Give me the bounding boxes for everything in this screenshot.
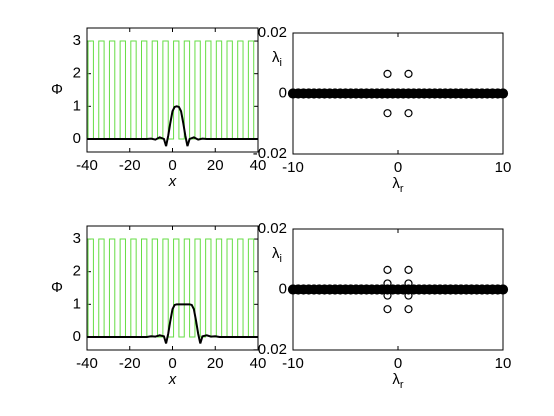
x-tick-label: -40 [76, 355, 98, 372]
open-point [383, 305, 392, 314]
open-point [383, 285, 392, 294]
x-tick-label: 40 [250, 157, 267, 174]
y-axis-label-sub: i [280, 57, 282, 69]
y-axis-label-text: λ [272, 49, 280, 66]
x-tick-label: -10 [282, 159, 304, 176]
line-series [87, 105, 258, 147]
y-tick-label: 0 [73, 328, 81, 345]
y-tick-label: -0.02 [253, 145, 287, 162]
x-axis-label-text: x [168, 371, 177, 388]
x-tick-label: 0 [394, 159, 402, 176]
x-axis-label: λr [392, 175, 404, 195]
line-series [87, 238, 258, 338]
line-series [87, 303, 258, 344]
y-axis-label: λi [272, 49, 282, 69]
open-point [383, 69, 392, 78]
x-tick-label: -40 [76, 157, 98, 174]
y-tick-label: 0 [73, 130, 81, 147]
open-point [404, 89, 413, 98]
y-tick-label: 1 [73, 295, 81, 312]
y-tick-label: 2 [73, 263, 81, 280]
open-point [383, 89, 392, 98]
y-tick-label: 0 [279, 280, 287, 297]
x-tick-label: 10 [495, 355, 512, 372]
subplot: -10 0 10 -0.02 0 0.02 [253, 220, 512, 372]
open-point [404, 109, 413, 118]
x-tick-label: -20 [119, 157, 141, 174]
open-point [404, 265, 413, 274]
open-point [404, 69, 413, 78]
x-axis-label-text: λ [392, 371, 400, 388]
x-tick-label: 20 [207, 355, 224, 372]
y-tick-label: 3 [73, 32, 81, 49]
x-axis-label: x [168, 371, 177, 388]
x-axis-label-sub: r [400, 183, 404, 195]
x-axis-label-sub: r [400, 379, 404, 391]
y-tick-label: -0.02 [253, 341, 287, 358]
y-axis-label-text: Φ [51, 81, 63, 98]
x-tick-label: 0 [168, 355, 176, 372]
x-tick-label: -10 [282, 355, 304, 372]
open-point [383, 109, 392, 118]
x-tick-label: 0 [394, 355, 402, 372]
filled-point [497, 284, 509, 295]
x-axis-label-text: x [168, 173, 177, 190]
x-tick-label: 10 [495, 159, 512, 176]
y-tick-label: 2 [73, 65, 81, 82]
open-point [404, 305, 413, 314]
x-tick-label: 0 [168, 157, 176, 174]
subplot: -40 -20 0 20 40 0 1 2 3 [73, 225, 267, 372]
filled-point [497, 88, 509, 99]
open-point [404, 291, 413, 300]
y-tick-label: 0 [279, 84, 287, 101]
x-axis-label: x [168, 173, 177, 190]
y-tick-label: 0.02 [258, 220, 287, 237]
x-axis-label-text: λ [392, 175, 400, 192]
open-point [383, 265, 392, 274]
y-tick-label: 3 [73, 230, 81, 247]
x-tick-label: 20 [207, 157, 224, 174]
y-tick-label: 0.02 [258, 24, 287, 41]
subplot: -10 0 10 -0.02 0 0.02 [253, 24, 512, 176]
y-axis-label-text: Φ [51, 279, 63, 296]
y-axis-label: λi [272, 245, 282, 265]
x-axis-label: λr [392, 371, 404, 391]
line-series [87, 40, 258, 140]
open-point [404, 285, 413, 294]
open-point [383, 279, 392, 288]
subplot: -40 -20 0 20 40 0 1 2 3 [73, 27, 267, 174]
y-axis-label: Φ [51, 279, 63, 296]
open-point [404, 279, 413, 288]
y-axis-label: Φ [51, 81, 63, 98]
y-axis-label-text: λ [272, 245, 280, 262]
y-axis-label-sub: i [280, 253, 282, 265]
y-tick-label: 1 [73, 97, 81, 114]
x-tick-label: 40 [250, 355, 267, 372]
open-point [383, 291, 392, 300]
x-tick-label: -20 [119, 355, 141, 372]
